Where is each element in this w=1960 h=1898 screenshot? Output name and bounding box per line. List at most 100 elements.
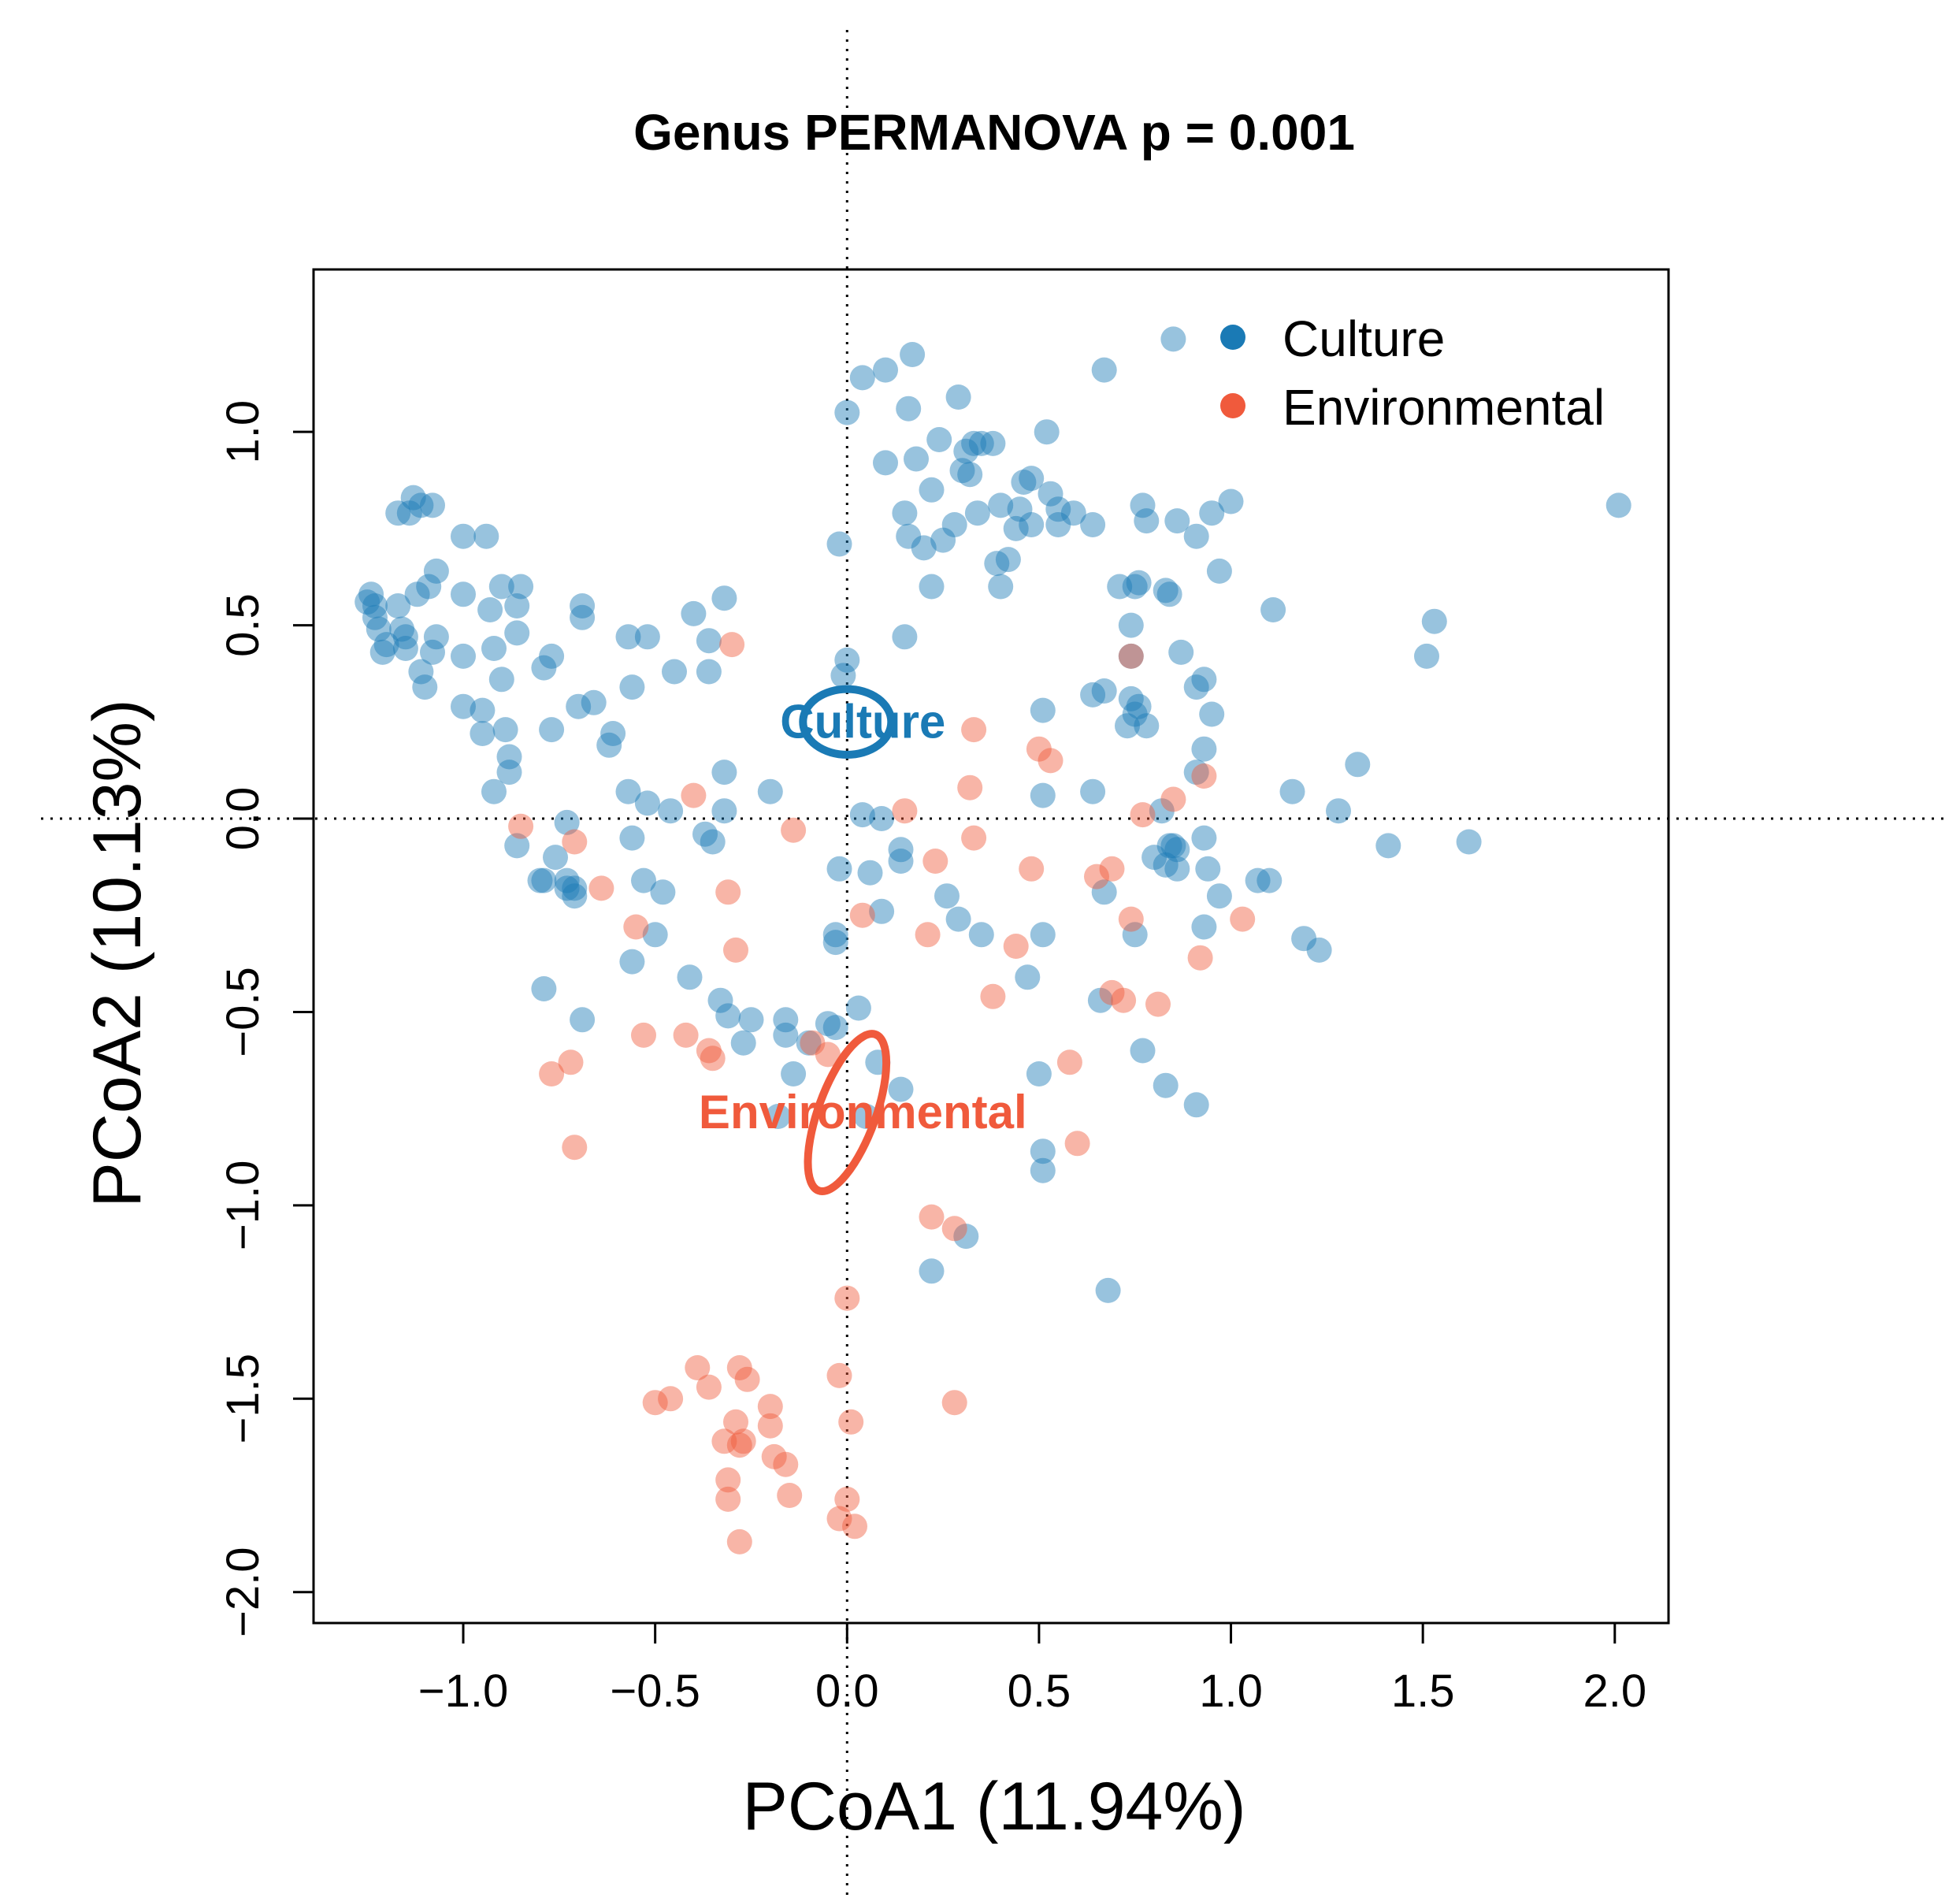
environmental-point [696, 1374, 722, 1400]
culture-point [369, 639, 395, 665]
legend-label-culture: Culture [1283, 310, 1445, 367]
x-axis: −1.0 −0.5 0.0 0.5 1.0 1.5 2.0 [418, 1621, 1646, 1717]
environmental-point [715, 1486, 741, 1512]
x-tick-label: 0.0 [815, 1666, 879, 1717]
culture-point [392, 636, 418, 661]
culture-point [1191, 914, 1217, 940]
environmental-point [1160, 786, 1186, 812]
environmental-point [826, 1362, 852, 1388]
culture-point [1118, 685, 1144, 711]
environmental-point [838, 1409, 864, 1435]
culture-point [738, 1007, 764, 1033]
culture-point [1183, 674, 1209, 700]
environmental-point [800, 1030, 826, 1056]
culture-point [451, 643, 476, 669]
legend-marker-culture [1220, 325, 1245, 350]
culture-point [1030, 1138, 1056, 1164]
culture-point [826, 856, 852, 882]
culture-point [1115, 713, 1140, 739]
culture-point [562, 875, 588, 901]
culture-point [566, 693, 592, 719]
culture-point [504, 593, 530, 618]
culture-point [477, 597, 503, 622]
culture-point [1091, 678, 1117, 704]
environmental-point [826, 1506, 852, 1532]
y-tick-label: 0.5 [217, 593, 269, 657]
environmental-point [631, 1022, 656, 1048]
environmental-point [562, 1135, 588, 1161]
culture-point [1126, 693, 1152, 719]
culture-point [1153, 852, 1179, 878]
x-tick-label: 1.5 [1391, 1666, 1455, 1717]
culture-point [696, 659, 722, 685]
culture-point [1030, 1157, 1056, 1183]
environmental-point [941, 1390, 967, 1416]
culture-point [681, 600, 707, 626]
culture-point [615, 778, 641, 804]
culture-point [968, 922, 994, 948]
culture-point [596, 732, 622, 758]
culture-point [1130, 1038, 1156, 1064]
culture-point [830, 663, 856, 689]
culture-point [451, 581, 476, 607]
culture-point [1122, 574, 1148, 600]
environmental-point [815, 1042, 841, 1068]
culture-point [1060, 500, 1086, 526]
culture-point [1199, 500, 1225, 526]
environmental-point [673, 1022, 699, 1048]
culture-point [420, 492, 445, 518]
environmental-point [1191, 763, 1217, 789]
environmental-point [1038, 748, 1064, 774]
culture-point [1153, 1072, 1179, 1098]
culture-point [570, 593, 596, 618]
environmental-point [1130, 802, 1156, 828]
culture-point [1257, 867, 1283, 893]
culture-point [619, 949, 645, 975]
culture-point [416, 574, 442, 600]
culture-point [1164, 508, 1190, 534]
culture-point [1375, 833, 1401, 859]
environmental-point [539, 1061, 565, 1086]
culture-point [362, 604, 388, 630]
environmental-point [1118, 906, 1144, 932]
culture-point [1206, 558, 1232, 584]
culture-point [504, 620, 530, 646]
environmental-point [508, 813, 534, 839]
culture-point [385, 593, 411, 618]
culture-point [677, 964, 703, 990]
culture-ellipse [799, 685, 896, 759]
culture-point [696, 628, 722, 654]
culture-point [815, 1011, 841, 1037]
culture-point [1091, 879, 1117, 905]
environmental-point [623, 914, 649, 940]
culture-point [451, 693, 476, 719]
culture-point [1183, 1092, 1209, 1118]
environmental-point [1099, 856, 1125, 882]
culture-point [488, 667, 514, 693]
culture-point [873, 450, 898, 476]
environmental-point [1111, 987, 1137, 1013]
environmental-point [685, 1355, 711, 1380]
environmental-point [558, 1049, 584, 1075]
culture-point [470, 697, 496, 723]
culture-point [1141, 845, 1167, 871]
culture-point [1306, 937, 1332, 963]
culture-point [834, 399, 860, 425]
culture-point [1326, 798, 1351, 824]
culture-point [911, 535, 937, 561]
culture-point [1080, 512, 1106, 537]
culture-point [1160, 833, 1186, 859]
culture-point [396, 500, 422, 526]
culture-point [845, 995, 871, 1021]
culture-point [1019, 512, 1045, 537]
environmental-point [834, 1486, 860, 1512]
culture-point [1118, 643, 1144, 669]
environmental-point [726, 1528, 752, 1554]
culture-point [1038, 481, 1064, 507]
environmental-point [849, 902, 875, 928]
culture-point [562, 883, 588, 909]
environmental-point [1099, 979, 1125, 1005]
culture-point [650, 879, 676, 905]
culture-point [1191, 667, 1217, 693]
